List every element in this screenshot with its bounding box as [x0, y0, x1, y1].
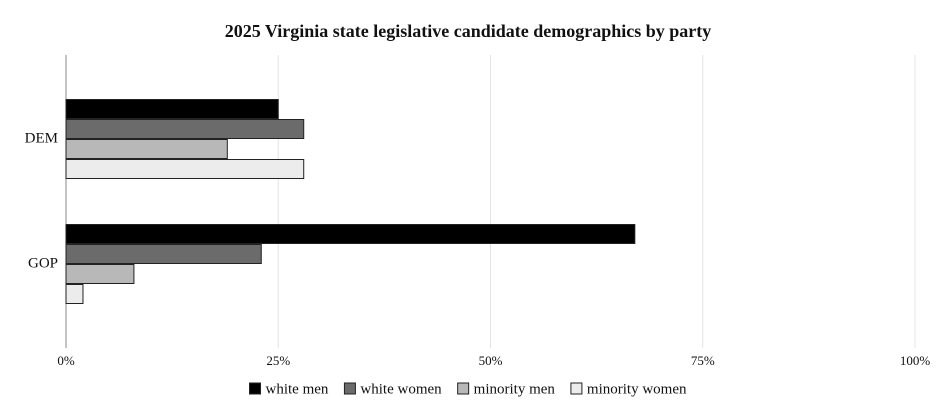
x-tick-label: 75% [691, 353, 715, 368]
y-tick-label: DEM [25, 130, 58, 146]
x-tick-label: 100% [900, 353, 931, 368]
x-tick-label: 0% [57, 353, 75, 368]
legend-swatch [457, 382, 470, 395]
bar [65, 244, 262, 264]
bar [65, 264, 135, 284]
x-tick-label: 50% [479, 353, 503, 368]
x-tick-label: 25% [266, 353, 290, 368]
chart-title: 2025 Virginia state legislative candidat… [225, 21, 711, 41]
bar [65, 99, 279, 119]
y-tick-label: GOP [28, 255, 58, 271]
bar [65, 159, 305, 179]
bar [65, 139, 228, 159]
legend-swatch [249, 382, 262, 395]
bar [65, 119, 305, 139]
legend-label: white women [360, 381, 442, 397]
legend-swatch [343, 382, 356, 395]
legend-swatch [570, 382, 583, 395]
legend-label: white men [266, 381, 329, 397]
bar [65, 284, 84, 304]
legend-label: minority men [474, 381, 556, 397]
bar [65, 224, 636, 244]
legend-label: minority women [587, 381, 687, 397]
